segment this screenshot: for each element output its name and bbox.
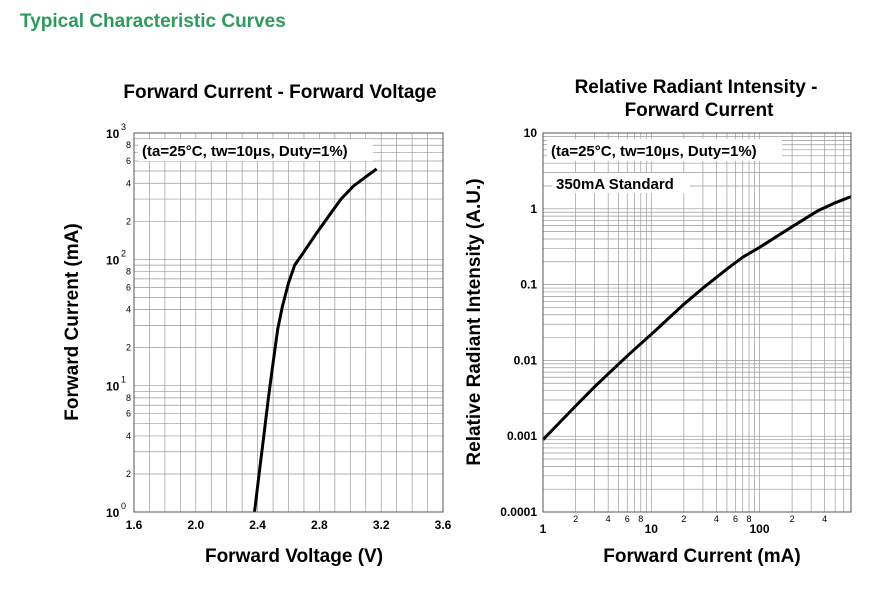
vf-y-minor-tick-label: 2 xyxy=(126,343,131,353)
vf-chart-title: Forward Current - Forward Voltage xyxy=(123,82,436,103)
ri-x-minor-tick-label: 4 xyxy=(714,514,719,524)
ri-y-tick-label: 0.0001 xyxy=(500,505,537,519)
ri-x-tick-label: 1 xyxy=(540,522,547,536)
ri-x-tick-label: 100 xyxy=(749,522,769,536)
vf-x-tick-label: 3.6 xyxy=(435,518,452,532)
vf-chart: Forward Current - Forward Voltage 1.6 2.0… xyxy=(62,82,452,567)
vf-y-minor-tick-label: 4 xyxy=(126,305,131,315)
ri-x-minor-tick-label: 2 xyxy=(790,514,795,524)
ri-x-minor-tick-label: 8 xyxy=(638,514,643,524)
vf-y-tick-label: 10 xyxy=(106,127,120,141)
vf-y-minor-tick-label: 8 xyxy=(126,140,131,150)
ri-y-tick-label: 0.001 xyxy=(507,429,537,443)
ri-x-minor-tick-label: 4 xyxy=(606,514,611,524)
vf-y-tick-label: 10 xyxy=(106,380,120,394)
vf-curve xyxy=(253,167,378,513)
ri-x-minor-tick-label: 4 xyxy=(822,514,827,524)
vf-y-tick-exponent: 1 xyxy=(121,375,126,385)
ri-y-tick-label: 10 xyxy=(524,126,538,140)
ri-annotation2-bg xyxy=(552,173,690,193)
ri-annotation2: 350mA Standard xyxy=(556,176,674,193)
vf-y-minor-tick-label: 6 xyxy=(126,156,131,166)
ri-x-minor-tick-label: 6 xyxy=(733,514,738,524)
vf-y-minor-tick-label: 2 xyxy=(126,469,131,479)
ri-y-tick-label: 0.1 xyxy=(520,278,537,292)
vf-x-tick-label: 3.2 xyxy=(373,518,390,532)
ri-x-tick-label: 10 xyxy=(645,522,659,536)
vf-plot-frame xyxy=(133,132,444,513)
vf-x-tick-label: 1.6 xyxy=(126,518,143,532)
vf-annotation-bg xyxy=(138,139,373,161)
ri-annotation-bg xyxy=(547,139,782,161)
vf-y-minor-tick-label: 8 xyxy=(126,393,131,403)
vf-y-tick-exponent: 0 xyxy=(121,501,126,511)
ri-curve xyxy=(541,195,852,441)
vf-y-tick-exponent: 2 xyxy=(121,248,126,258)
ri-annotation: (ta=25°C, tw=10μs, Duty=1%) xyxy=(551,143,757,160)
vf-y-minor-tick-label: 4 xyxy=(126,178,131,188)
ri-xlabel: Forward Current (mA) xyxy=(603,546,800,567)
vf-y-tick-label: 10 xyxy=(106,253,120,267)
ri-y-tick-label: 0.01 xyxy=(514,353,538,367)
ri-ylabel: Relative Radiant Intensity (A.U.) xyxy=(464,178,485,465)
vf-xlabel: Forward Voltage (V) xyxy=(205,546,383,567)
vf-y-minor-tick-label: 4 xyxy=(126,431,131,441)
ri-chart: Relative Radiant Intensity - Forward Cur… xyxy=(464,77,852,567)
ri-x-minor-tick-label: 2 xyxy=(681,514,686,524)
vf-y-tick-exponent: 3 xyxy=(121,122,126,132)
vf-y-minor-tick-label: 8 xyxy=(126,267,131,277)
vf-x-tick-label: 2.8 xyxy=(311,518,328,532)
vf-y-minor-tick-label: 6 xyxy=(126,409,131,419)
ri-chart-title-line2: Forward Current xyxy=(625,100,775,121)
vf-x-tick-label: 2.0 xyxy=(187,518,204,532)
section-title: Typical Characteristic Curves xyxy=(20,11,286,32)
vf-x-tick-label: 2.4 xyxy=(249,518,266,532)
ri-x-minor-tick-label: 6 xyxy=(625,514,630,524)
ri-x-minor-tick-label: 8 xyxy=(747,514,752,524)
vf-grid xyxy=(133,133,444,513)
vf-y-minor-tick-label: 6 xyxy=(126,282,131,292)
ri-y-tick-label: 1 xyxy=(530,202,537,216)
ri-chart-title-line1: Relative Radiant Intensity - xyxy=(575,77,818,98)
vf-y-minor-tick-label: 2 xyxy=(126,216,131,226)
ri-plot-frame xyxy=(542,132,852,513)
vf-ylabel: Forward Current (mA) xyxy=(62,223,83,420)
vf-y-tick-label: 10 xyxy=(106,506,120,520)
vf-annotation: (ta=25°C, tw=10μs, Duty=1%) xyxy=(142,143,348,160)
ri-x-minor-tick-label: 2 xyxy=(573,514,578,524)
